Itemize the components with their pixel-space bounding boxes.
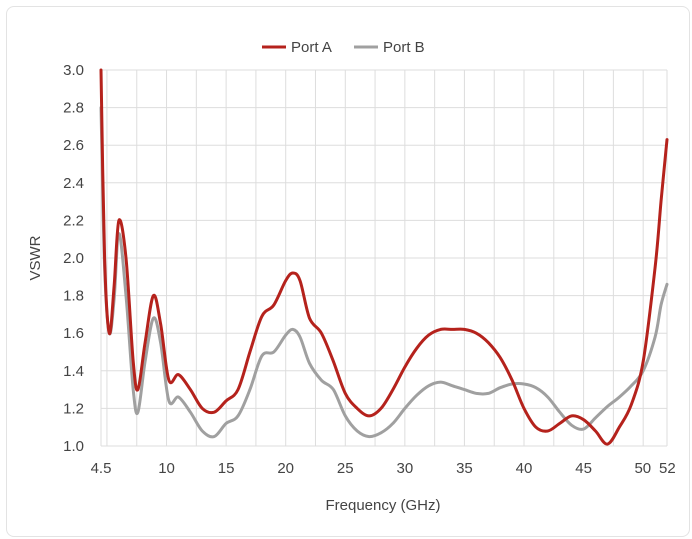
y-tick-label: 1.2 xyxy=(63,400,84,417)
y-tick-label: 1.4 xyxy=(63,363,84,380)
x-tick-label: 25 xyxy=(337,460,354,477)
y-axis-title: VSWR xyxy=(27,235,44,280)
legend: Port A Port B xyxy=(262,39,425,56)
x-tick-label: 15 xyxy=(218,460,235,477)
y-tick-label: 1.8 xyxy=(63,288,84,305)
x-tick-label: 30 xyxy=(397,460,414,477)
x-tick-label: 35 xyxy=(456,460,473,477)
x-tick-label: 50 xyxy=(634,460,651,477)
legend-label: Port B xyxy=(383,39,425,56)
series-line-port-a xyxy=(99,68,669,446)
legend-label: Port A xyxy=(291,39,332,56)
grid xyxy=(100,69,668,447)
x-tick-label: 20 xyxy=(277,460,294,477)
x-axis-title: Frequency (GHz) xyxy=(325,497,440,514)
x-tick-label: 40 xyxy=(516,460,533,477)
x-tick-label: 10 xyxy=(158,460,175,477)
chart-card xyxy=(6,6,690,537)
y-tick-label: 2.8 xyxy=(63,100,84,117)
y-tick-label: 1.0 xyxy=(63,438,84,455)
y-tick-label: 2.0 xyxy=(63,250,84,267)
y-tick-label: 1.6 xyxy=(63,325,84,342)
series-lines xyxy=(99,68,669,446)
x-tick-labels: 4.5 10 15 20 25 30 35 40 45 50 52 xyxy=(91,460,676,477)
x-tick-label: 4.5 xyxy=(91,460,112,477)
y-tick-labels: 1.0 1.2 1.4 1.6 1.8 2.0 2.2 2.4 2.6 2.8 3.0 xyxy=(63,62,84,455)
y-tick-label: 2.2 xyxy=(63,212,84,229)
y-tick-label: 2.4 xyxy=(63,175,84,192)
x-tick-label: 45 xyxy=(575,460,592,477)
series-line-port-b xyxy=(99,106,669,439)
x-tick-label: 52 xyxy=(659,460,676,477)
y-tick-label: 3.0 xyxy=(63,62,84,79)
y-tick-label: 2.6 xyxy=(63,137,84,154)
